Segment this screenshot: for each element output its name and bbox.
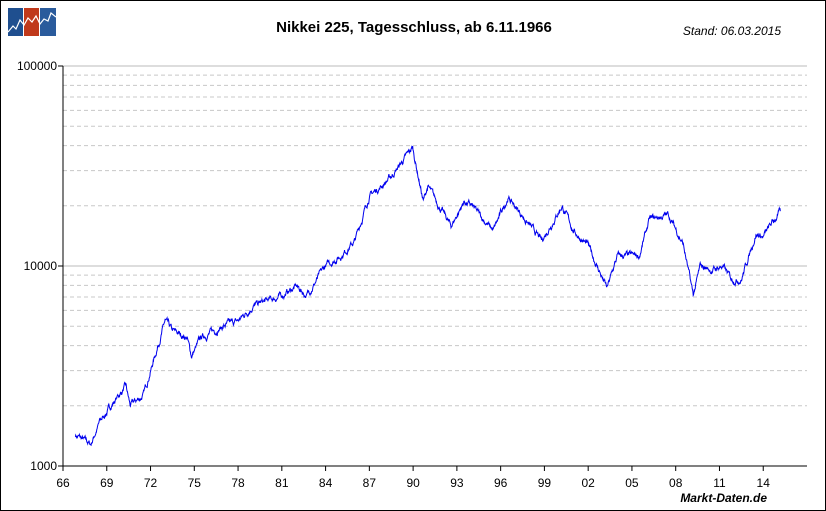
x-tick-label: 72	[144, 476, 158, 490]
x-tick-label: 14	[757, 476, 771, 490]
x-tick-label: 75	[188, 476, 202, 490]
y-tick-label: 10000	[24, 259, 58, 273]
y-tick-label: 100000	[17, 59, 57, 73]
x-tick-label: 87	[363, 476, 377, 490]
y-tick-label: 1000	[30, 459, 57, 473]
x-tick-label: 93	[450, 476, 464, 490]
series-line-nikkei	[74, 145, 781, 447]
source-label: Markt-Daten.de	[680, 491, 767, 505]
x-tick-label: 08	[669, 476, 683, 490]
x-tick-label: 69	[100, 476, 114, 490]
x-tick-label: 99	[538, 476, 552, 490]
x-tick-label: 81	[275, 476, 289, 490]
x-tick-label: 84	[319, 476, 333, 490]
x-tick-label: 66	[56, 476, 70, 490]
date-stamp: Stand: 06.03.2015	[682, 24, 781, 38]
x-tick-label: 02	[581, 476, 595, 490]
chart-title: Nikkei 225, Tagesschluss, ab 6.11.1966	[276, 19, 552, 36]
logo-icon	[8, 8, 56, 36]
x-tick-label: 78	[231, 476, 245, 490]
x-tick-label: 96	[494, 476, 508, 490]
x-tick-label: 11	[713, 476, 726, 490]
x-tick-label: 05	[625, 476, 639, 490]
x-tick-label: 90	[406, 476, 420, 490]
